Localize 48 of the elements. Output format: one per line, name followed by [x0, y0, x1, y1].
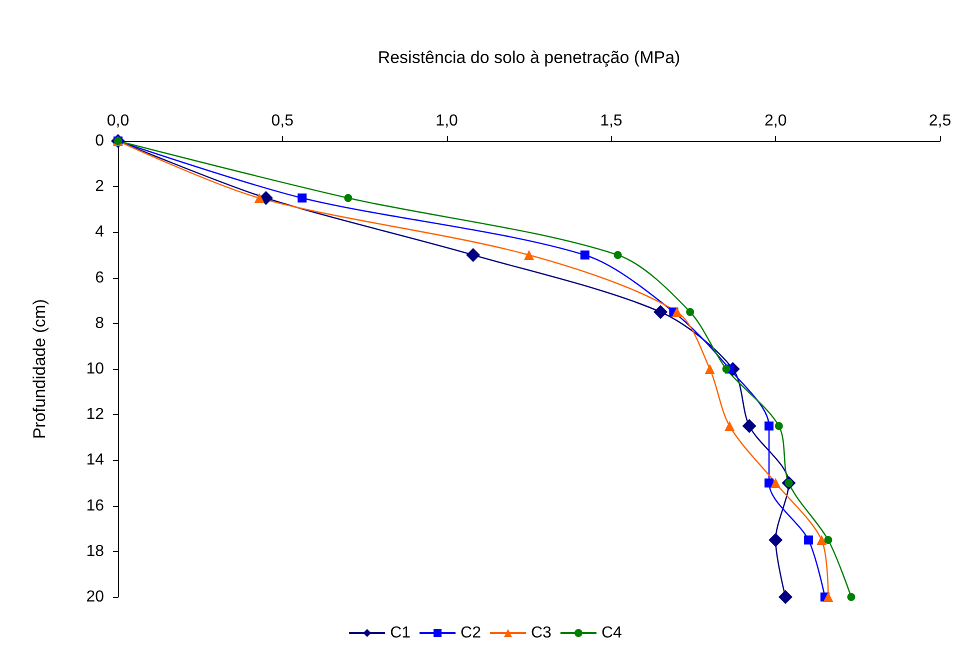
legend-label: C2 [460, 624, 482, 642]
point [804, 536, 813, 544]
point [722, 365, 730, 373]
y-tick-label: 14 [86, 452, 104, 469]
point [344, 194, 352, 202]
legend-label: C1 [390, 624, 411, 642]
point [847, 593, 856, 601]
point [770, 478, 781, 488]
point [466, 248, 480, 262]
legend-label: C4 [601, 624, 622, 642]
legend-label: C3 [531, 624, 552, 642]
x-tick-label: 0,5 [271, 112, 294, 130]
y-tick-label: 20 [86, 588, 104, 606]
y-tick-label: 10 [86, 360, 104, 378]
point [823, 592, 834, 602]
point [724, 421, 735, 431]
point [742, 419, 756, 433]
y-tick-label: 6 [95, 269, 104, 286]
point [816, 535, 827, 545]
point [704, 364, 715, 374]
y-tick-label: 8 [95, 314, 104, 332]
x-axis-title: Resistência do solo à penetração (MPa) [378, 48, 680, 67]
point [580, 250, 590, 260]
point [298, 194, 307, 202]
x-tick-label: 1,0 [436, 112, 458, 130]
y-tick-label: 16 [86, 497, 104, 514]
point [686, 308, 694, 316]
point [654, 305, 668, 319]
x-tick-label: 0,0 [106, 112, 130, 130]
point [768, 533, 783, 547]
point [614, 251, 622, 259]
point [764, 422, 774, 430]
point [254, 193, 264, 203]
y-tick-label: 0 [95, 132, 104, 150]
point [672, 307, 682, 317]
point [824, 536, 832, 544]
point [778, 590, 792, 604]
y-axis-title: Profundidade (cm) [30, 299, 49, 439]
x-tick-label: 2,5 [928, 112, 952, 130]
y-tick-label: 4 [95, 224, 104, 241]
x-tick-label: 1,5 [600, 112, 622, 130]
y-tick-label: 12 [86, 406, 104, 424]
x-tick-label: 2,0 [764, 112, 787, 130]
point [764, 478, 774, 488]
y-tick-label: 2 [95, 178, 104, 196]
point [524, 250, 534, 260]
point [774, 422, 783, 430]
y-tick-label: 18 [86, 542, 104, 560]
